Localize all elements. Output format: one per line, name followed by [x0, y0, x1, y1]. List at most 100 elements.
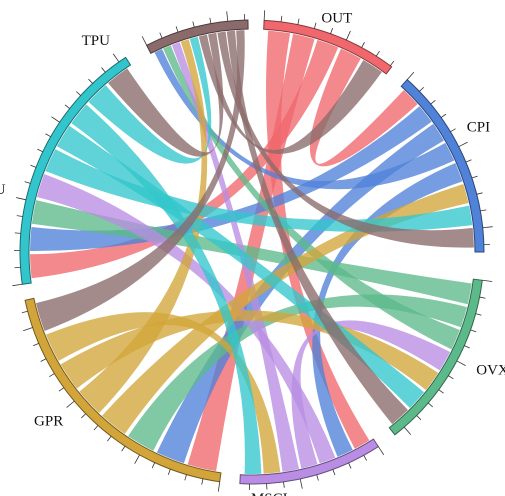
- tick-ovx: [464, 345, 470, 349]
- tick-gpr: [66, 400, 75, 408]
- tick-cpi: [458, 141, 468, 148]
- tick-gpr: [121, 445, 126, 452]
- tick-epu: [30, 164, 37, 168]
- tick-epu: [64, 104, 70, 109]
- segment-arc-ovx: [388, 278, 483, 436]
- tick-out: [375, 50, 380, 57]
- tick-ovx: [479, 296, 486, 299]
- tick-ovx: [438, 389, 444, 394]
- ribbon-cpi-to-msci: [312, 162, 463, 457]
- tick-epu: [51, 116, 60, 123]
- segment-arc-gpr: [24, 297, 222, 483]
- tick-gpr: [58, 387, 65, 392]
- segment-label-epu: EPU: [0, 182, 6, 198]
- tick-out: [280, 15, 283, 22]
- tick-gpr: [40, 358, 47, 362]
- ribbon-out-to-cpi: [309, 48, 418, 167]
- tick-cpi: [406, 71, 415, 80]
- tick-epu: [112, 53, 120, 63]
- tick-epu: [88, 78, 93, 84]
- ribbon-tpu-to-out: [198, 34, 382, 154]
- ribbon-msci-to-ovx: [291, 320, 451, 469]
- tick-gpr: [201, 478, 204, 485]
- tick-epu: [12, 283, 23, 287]
- tick-msci: [299, 478, 303, 489]
- tick-epu: [37, 148, 43, 153]
- tick-gpr: [134, 454, 140, 464]
- tick-cpi: [440, 113, 447, 118]
- segment-label-msci: MSCI: [251, 491, 288, 496]
- ribbon-msci-to-tpu: [171, 42, 300, 472]
- tick-cpi: [471, 175, 478, 179]
- tick-ovx: [416, 415, 422, 420]
- ribbon-tpu-to-gpr: [35, 30, 245, 331]
- segment-arc-out: [263, 19, 393, 75]
- tick-tpu: [209, 17, 212, 24]
- tick-tpu: [175, 26, 179, 33]
- tick-out: [345, 30, 351, 41]
- tick-gpr: [93, 425, 99, 431]
- tick-ovx: [403, 426, 412, 435]
- ribbon-cpi-to-gpr: [156, 123, 444, 464]
- tick-msci: [348, 462, 352, 469]
- tick-tpu: [226, 11, 229, 22]
- segment-label-tpu: TPU: [82, 33, 111, 49]
- tick-cpi: [476, 192, 483, 195]
- tick-tpu: [141, 36, 148, 46]
- tick-tpu: [192, 21, 195, 28]
- ribbon-epu-to-ovx: [56, 125, 425, 408]
- ribbon-out-to-epu: [30, 39, 339, 279]
- tick-msci: [378, 446, 385, 456]
- tick-msci: [316, 474, 319, 481]
- tick-ovx: [482, 279, 493, 282]
- tick-epu: [101, 67, 106, 73]
- tick-out: [297, 18, 300, 25]
- tick-gpr: [217, 481, 221, 492]
- segment-label-out: OUT: [321, 10, 352, 26]
- tick-epu: [24, 181, 31, 184]
- tick-gpr: [107, 436, 112, 442]
- tick-epu: [75, 91, 81, 96]
- tick-ovx: [456, 360, 466, 366]
- segment-arc-cpi: [400, 78, 485, 253]
- tick-out: [361, 42, 365, 48]
- segment-arc-msci: [239, 438, 380, 485]
- tick-msci: [332, 469, 336, 476]
- tick-epu: [45, 133, 51, 138]
- tick-out: [390, 60, 395, 66]
- tick-out: [263, 10, 266, 21]
- segment-arc-epu: [19, 56, 132, 285]
- tick-tpu: [159, 32, 163, 39]
- ribbon-epu-to-tpu: [88, 36, 212, 164]
- tick-gpr: [81, 413, 86, 419]
- segment-label-gpr: GPR: [34, 413, 63, 429]
- ribbon-ovx-to-tpu: [163, 45, 460, 350]
- ribbon-gpr-to-cpi: [102, 183, 469, 434]
- ribbon-msci-to-epu: [36, 174, 336, 464]
- tick-cpi: [465, 159, 472, 163]
- segment-arc-tpu: [146, 19, 249, 54]
- tick-epu: [16, 215, 23, 217]
- tick-gpr: [21, 310, 28, 314]
- tick-gpr: [49, 373, 55, 378]
- ribbon-epu-to-cpi: [45, 149, 473, 232]
- tick-out: [330, 27, 333, 34]
- tick-gpr: [33, 343, 39, 347]
- tick-cpi: [482, 226, 493, 229]
- tick-gpr: [184, 474, 187, 481]
- tick-ovx: [448, 375, 454, 380]
- tick-msci: [363, 455, 368, 461]
- tick-gpr: [167, 469, 171, 475]
- segment-label-layer: OUT CPI OVX MSCI GPR EPU TPU: [0, 10, 505, 496]
- segment-label-ovx: OVX: [476, 363, 505, 379]
- tick-gpr: [23, 327, 33, 332]
- ribbon-gpr-to-msci: [45, 312, 281, 474]
- ribbon-ovx-to-gpr: [128, 294, 468, 451]
- tick-msci: [283, 481, 285, 488]
- tick-cpi: [480, 209, 487, 212]
- segment-label-cpi: CPI: [467, 119, 490, 135]
- tick-ovx: [475, 313, 482, 316]
- tick-cpi: [450, 128, 456, 133]
